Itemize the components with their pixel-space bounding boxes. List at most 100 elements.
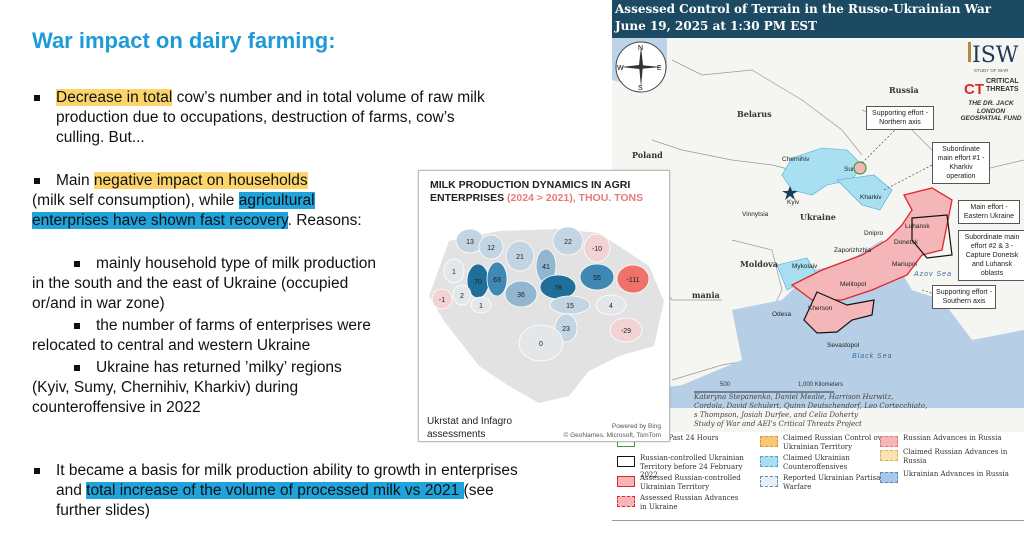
bullet-icon	[34, 468, 40, 474]
region-value-label: 70	[474, 279, 482, 286]
region-shape	[579, 263, 615, 291]
compass-s: S	[638, 85, 643, 92]
text-segment: the number of farms of enterprises were	[96, 317, 371, 334]
isw-logo: ISW STUDY OF WAR CT	[964, 42, 1019, 98]
sea-label-black: Black Sea	[852, 353, 893, 360]
credit-line: s Thompson, Josiah Durfee, and Celia Doh…	[694, 411, 858, 419]
region-value-label: 2	[460, 293, 464, 300]
scale-label-500: 500	[720, 382, 731, 388]
region-value-label: 21	[516, 254, 524, 261]
city-label: Kherson	[808, 305, 833, 312]
region-value-label: 22	[564, 239, 572, 246]
city-label: Vinnytsia	[742, 211, 769, 218]
milk-production-map-card: MILK PRODUCTION DYNAMICS IN AGRI ENTERPR…	[418, 170, 670, 442]
body-text-line: and total increase of the volume of proc…	[56, 481, 494, 501]
copyright-text: © GeoNames, Microsoft, TomTom	[563, 432, 662, 439]
city-label: Luhansk	[905, 223, 930, 230]
body-text-line: counteroffensive in 2022	[32, 398, 201, 418]
region-shape	[443, 258, 465, 284]
body-text-line: (milk self consumption), while agricultu…	[32, 191, 315, 211]
legend-item: Claimed Russian Control over Ukrainian T…	[760, 434, 890, 451]
country-label-romania: mania	[692, 290, 720, 300]
callout-donetsk-luhansk: Subordinate main effort #2 & 3 - Capture…	[958, 230, 1024, 281]
legend-label: s in the Past 24 Hours	[640, 434, 719, 442]
milk-map-title-line1: MILK PRODUCTION DYNAMICS IN AGRI	[430, 179, 631, 191]
region-shape	[478, 234, 504, 260]
region-value-label: 15	[566, 303, 574, 310]
region-shape	[431, 288, 453, 310]
bullet-icon	[74, 261, 80, 267]
city-label: Sumy	[844, 166, 861, 173]
country-label-ukraine: Ukraine	[800, 212, 836, 222]
scale-label-1000: 1,000 Kilometers	[798, 382, 843, 388]
compass-icon: N S E W	[615, 41, 667, 93]
legend-swatch	[617, 476, 635, 487]
war-map-panel: Assessed Control of Terrain in the Russo…	[612, 0, 1024, 521]
legend-swatch	[880, 450, 898, 461]
highlighted-text: agricultural	[238, 192, 315, 209]
city-label: Odesa	[772, 311, 792, 318]
ct-logo-text: CT	[964, 81, 984, 98]
city-label: Sevastopol	[827, 342, 860, 349]
body-text-line: It became a basis for milk production ab…	[56, 461, 518, 481]
callout-eastern-ukraine: Main effort - Eastern Ukraine	[958, 200, 1020, 224]
legend-swatch	[760, 436, 778, 447]
text-segment: (milk self consumption), while	[32, 192, 239, 209]
legend-item: Claimed Russian Advances in Russia	[880, 448, 1020, 465]
map-credits: Kateryna Stepanenko, Daniel Mealie, Harr…	[694, 393, 927, 429]
text-segment: or/and in war zone)	[32, 295, 165, 312]
region-shape	[552, 226, 584, 256]
isw-logo-text: ISW	[972, 43, 1019, 68]
region-value-label: 1	[452, 269, 456, 276]
milk-map-source: Ukrstat and Infagro assessments	[427, 416, 513, 440]
text-segment: Ukraine has returned ’milky’ regions	[96, 359, 342, 376]
isw-logo-sub: STUDY OF WAR	[974, 68, 1009, 73]
body-text-line: Main negative impact on households	[56, 171, 308, 191]
text-segment: cow’s number and in total volume of raw …	[172, 89, 485, 106]
powered-by-text: Powered by Bing	[611, 423, 661, 430]
city-label: Donetsk	[894, 239, 919, 246]
legend-item: Assessed Russian Advances in Ukraine	[617, 494, 747, 511]
legend-label: Reported Ukrainian Partisan Warfare	[783, 474, 885, 491]
region-shape	[486, 261, 508, 297]
compass-w: W	[617, 65, 624, 72]
legend-label: Assessed Russian-controlled Ukrainian Te…	[640, 474, 741, 491]
region-shape	[504, 280, 538, 308]
milk-map-title-period: (2024 > 2021), THOU. TONS	[507, 192, 644, 204]
text-segment: further slides)	[56, 502, 150, 519]
region-shape	[609, 317, 643, 343]
text-segment: . Reasons:	[287, 212, 362, 229]
legend-item: Reported Ukrainian Partisan Warfare	[760, 474, 890, 491]
text-segment: Main	[56, 172, 94, 189]
legend-item: Ukrainian Advances in Russia	[880, 470, 1020, 483]
legend-label: Russian Advances in Russia	[903, 434, 1002, 442]
text-segment: It became a basis for milk production ab…	[56, 462, 518, 479]
body-text-line: mainly household type of milk production	[96, 254, 376, 274]
city-label: Zaporizhzhia	[834, 247, 872, 254]
text-segment: culling. But...	[56, 129, 145, 146]
country-label-belarus: Belarus	[737, 109, 772, 119]
legend-swatch	[617, 496, 635, 507]
advance-marker	[853, 161, 867, 175]
region-value-label: 0	[539, 341, 543, 348]
city-label: Kharkiv	[860, 194, 882, 201]
milk-map-attribution: Powered by Bing © GeoNames, Microsoft, T…	[564, 422, 662, 440]
war-map-date: June 19, 2025 at 1:30 PM EST	[615, 19, 817, 33]
credit-line: Study of War and AEI’s Critical Threats …	[694, 420, 862, 428]
legend-swatch	[617, 456, 635, 467]
city-label: Chernihiv	[782, 156, 810, 163]
body-text-line: enterprises have shown fast recovery. Re…	[32, 211, 362, 231]
bullet-icon	[74, 365, 80, 371]
slide-title: War impact on dairy farming:	[32, 28, 336, 53]
text-segment: mainly household type of milk production	[96, 255, 377, 272]
highlighted-text: negative impact on households	[93, 172, 308, 189]
legend-label: Ukrainian Advances in Russia	[903, 470, 1009, 478]
legend-swatch	[760, 476, 778, 487]
region-shape	[452, 284, 472, 306]
city-label: Melitopol	[840, 281, 867, 288]
legend-swatch	[880, 436, 898, 447]
milk-map-title-line2: ENTERPRISES	[430, 192, 508, 204]
region-value-label: -10	[592, 246, 602, 253]
country-label-poland: Poland	[632, 150, 663, 160]
region-shape	[595, 294, 627, 316]
